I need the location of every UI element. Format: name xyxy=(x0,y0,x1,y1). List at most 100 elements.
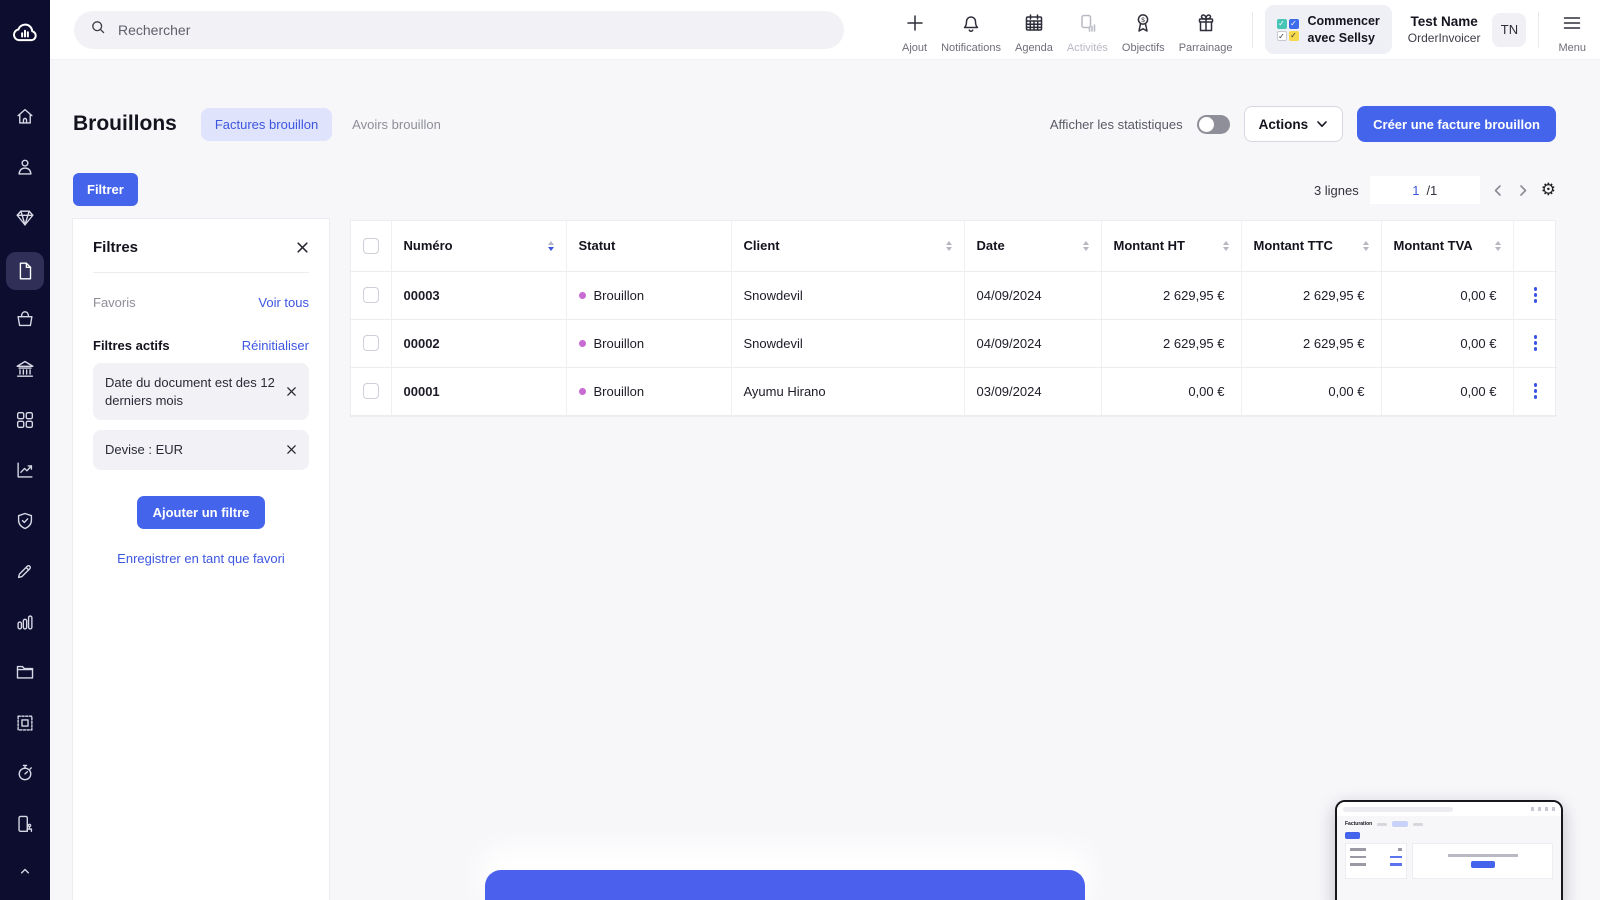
sort-icon[interactable] xyxy=(548,241,554,251)
global-search[interactable] xyxy=(74,11,844,49)
table-settings-gear-icon[interactable]: ⚙ xyxy=(1541,182,1556,199)
topbar-item-ajout[interactable]: Ajout xyxy=(895,6,934,54)
column-header: Numéro xyxy=(404,238,453,253)
svg-text:$: $ xyxy=(1141,16,1145,23)
trophy-icon: $ xyxy=(1132,12,1154,39)
mini-blue-button xyxy=(1471,861,1495,868)
sidebar-item-signature[interactable] xyxy=(0,549,50,600)
sidebar-item-stamps[interactable] xyxy=(0,700,50,751)
cell-montant-ht: 2 629,95 € xyxy=(1101,319,1241,367)
create-draft-invoice-button[interactable]: Créer une facture brouillon xyxy=(1357,106,1556,142)
sidebar-collapse-button[interactable] xyxy=(0,856,50,890)
sellsy-logo-icon[interactable] xyxy=(0,8,50,56)
user-info[interactable]: Test Name OrderInvoicer xyxy=(1408,14,1481,45)
sort-icon[interactable] xyxy=(946,241,952,251)
page-title: Brouillons xyxy=(73,112,177,136)
cell-numero: 00002 xyxy=(391,319,566,367)
tab-avoirs-brouillon[interactable]: Avoirs brouillon xyxy=(338,108,455,141)
column-header: Date xyxy=(977,238,1005,253)
sidebar-item-contacts[interactable] xyxy=(0,145,50,196)
save-as-favorite-link[interactable]: Enregistrer en tant que favori xyxy=(93,551,309,566)
sidebar-item-apps[interactable] xyxy=(0,397,50,448)
actions-button[interactable]: Actions xyxy=(1244,106,1344,142)
menu-label: Menu xyxy=(1558,42,1586,54)
tutorial-preview-widget[interactable]: Facturation xyxy=(1335,800,1563,900)
onboarding-banner-peek[interactable] xyxy=(485,870,1085,900)
sidebar-item-documents[interactable] xyxy=(0,246,50,297)
sidebar-item-home[interactable] xyxy=(0,94,50,145)
row-menu-kebab-icon[interactable] xyxy=(1526,335,1546,351)
select-all-checkbox[interactable] xyxy=(363,238,379,254)
stamp-icon xyxy=(14,712,36,739)
stopwatch-icon xyxy=(14,762,36,789)
table-row[interactable]: 00001 Brouillon Ayumu Hirano 03/09/2024 … xyxy=(351,367,1557,415)
search-input[interactable] xyxy=(116,21,828,39)
table-row[interactable]: 00003 Brouillon Snowdevil 04/09/2024 2 6… xyxy=(351,271,1557,319)
sort-icon[interactable] xyxy=(1223,241,1229,251)
status-badge: Brouillon xyxy=(594,288,645,303)
row-checkbox[interactable] xyxy=(363,335,379,351)
sort-icon[interactable] xyxy=(1083,241,1089,251)
tabs: Factures brouillon Avoirs brouillon xyxy=(201,108,455,141)
topbar-item-label: Parrainage xyxy=(1179,42,1233,54)
row-menu-kebab-icon[interactable] xyxy=(1526,383,1546,399)
column-header: Montant HT xyxy=(1114,238,1185,253)
sidebar-item-stats[interactable] xyxy=(0,448,50,499)
topbar-nav: Ajout Notifications Agenda Activités $ O… xyxy=(895,6,1240,54)
user-name: Test Name xyxy=(1408,14,1481,29)
row-checkbox[interactable] xyxy=(363,287,379,303)
filter-button[interactable]: Filtrer xyxy=(73,173,138,206)
main-content: Brouillons Factures brouillon Avoirs bro… xyxy=(50,60,1600,900)
topbar-item-label: Ajout xyxy=(902,42,927,54)
next-page-button[interactable] xyxy=(1516,183,1530,197)
stats-toggle[interactable] xyxy=(1197,115,1230,134)
filter-chip-currency: Devise : EUR xyxy=(93,430,309,470)
sidebar-item-time-tracking[interactable] xyxy=(0,751,50,802)
mini-topbar-icons xyxy=(1531,807,1555,811)
app-window: Ajout Notifications Agenda Activités $ O… xyxy=(0,0,1600,900)
sort-icon[interactable] xyxy=(1495,241,1501,251)
mini-filter-button xyxy=(1345,832,1360,839)
row-checkbox[interactable] xyxy=(363,383,379,399)
sidebar-item-reports[interactable] xyxy=(0,599,50,650)
table-header-row: Numéro Statut Client Date Montant HT Mon… xyxy=(351,221,1557,271)
cell-date: 04/09/2024 xyxy=(964,271,1101,319)
cell-date: 04/09/2024 xyxy=(964,319,1101,367)
topbar-item-label: Activités xyxy=(1067,42,1108,54)
see-all-favorites-link[interactable]: Voir tous xyxy=(258,295,309,310)
cell-numero: 00003 xyxy=(391,271,566,319)
table-row[interactable]: 00002 Brouillon Snowdevil 04/09/2024 2 6… xyxy=(351,319,1557,367)
tab-factures-brouillon[interactable]: Factures brouillon xyxy=(201,108,332,141)
topbar-item-notifications[interactable]: Notifications xyxy=(934,6,1008,54)
topbar-item-parrainage[interactable]: Parrainage xyxy=(1172,6,1240,54)
row-menu-kebab-icon[interactable] xyxy=(1526,287,1546,303)
reset-filters-link[interactable]: Réinitialiser xyxy=(242,338,309,353)
topbar-item-objectifs[interactable]: $ Objectifs xyxy=(1115,6,1172,54)
sidebar-item-opportunities[interactable] xyxy=(0,195,50,246)
status-dot-icon xyxy=(579,340,586,347)
add-filter-button[interactable]: Ajouter un filtre xyxy=(137,496,266,529)
cell-montant-ttc: 0,00 € xyxy=(1241,367,1381,415)
mini-tab xyxy=(1377,823,1387,826)
sidebar-item-folders[interactable] xyxy=(0,650,50,701)
remove-filter-icon[interactable] xyxy=(286,386,297,397)
sidebar-item-bank[interactable] xyxy=(0,347,50,398)
cell-client: Ayumu Hirano xyxy=(731,367,964,415)
plus-icon xyxy=(904,12,926,39)
remove-filter-icon[interactable] xyxy=(286,444,297,455)
sidebar-item-validation[interactable] xyxy=(0,801,50,852)
topbar-item-agenda[interactable]: Agenda xyxy=(1008,6,1060,54)
mini-body xyxy=(1337,839,1561,879)
previous-page-button[interactable] xyxy=(1491,183,1505,197)
topbar-item-menu[interactable]: Menu xyxy=(1551,6,1590,54)
commencer-avec-sellsy-button[interactable]: ✓✓✓✓ Commencer avec Sellsy xyxy=(1265,5,1392,54)
user-company: OrderInvoicer xyxy=(1408,31,1481,45)
sidebar-item-purchases[interactable] xyxy=(0,296,50,347)
close-filters-icon[interactable] xyxy=(296,241,309,254)
page-number-input[interactable]: 1 /1 xyxy=(1370,176,1480,204)
sidebar-item-security[interactable] xyxy=(0,498,50,549)
hamburger-menu-icon xyxy=(1561,12,1583,39)
avatar[interactable]: TN xyxy=(1492,13,1526,47)
topbar-item-activites[interactable]: Activités xyxy=(1060,6,1115,54)
sort-icon[interactable] xyxy=(1363,241,1369,251)
